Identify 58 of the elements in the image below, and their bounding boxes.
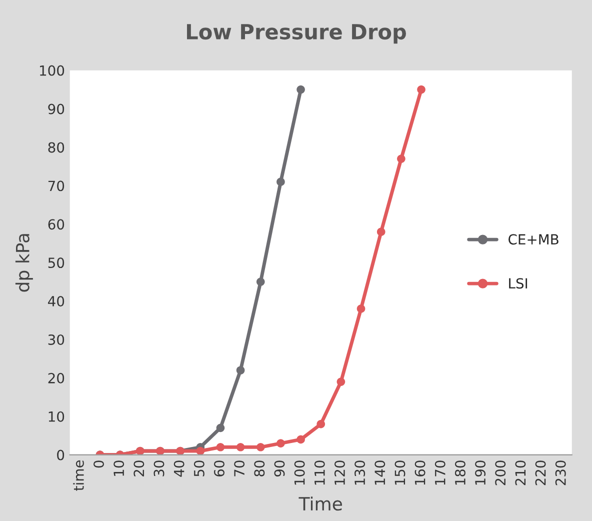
point <box>356 304 366 313</box>
x-tick-label: 50 <box>194 460 204 476</box>
point <box>276 439 285 448</box>
x-tick-label: 20 <box>134 460 144 476</box>
x-tick-label: 160 <box>414 460 426 485</box>
x-tick-label: 80 <box>254 460 265 476</box>
y-tick-label: 100 <box>40 65 64 76</box>
y-tick-label: 20 <box>48 372 64 384</box>
y-tick-label: 90 <box>48 104 64 114</box>
point <box>256 278 265 286</box>
point <box>236 366 245 374</box>
y-tick-label: 50 <box>48 258 64 268</box>
point <box>296 85 305 94</box>
x-tick-label: 220 <box>535 460 546 486</box>
y-axis-title: dp kPa <box>15 234 33 292</box>
x-tick-label: 200 <box>495 460 506 486</box>
x-tick-label: 110 <box>314 460 325 485</box>
point <box>276 178 285 186</box>
x-tick-label: 60 <box>214 460 224 476</box>
x-tick-label: 70 <box>234 460 245 476</box>
y-tick-label: 40 <box>48 296 64 307</box>
x-tick-label: time <box>73 460 84 491</box>
x-tick-label: 120 <box>334 460 345 485</box>
x-tick-label: 40 <box>174 460 184 477</box>
y-tick-label: 70 <box>48 180 64 192</box>
x-tick-label: 130 <box>354 460 366 485</box>
legend-label: CE+MB <box>508 234 558 245</box>
chart-title: Low Pressure Drop <box>186 24 406 44</box>
x-tick-label: 210 <box>515 460 526 486</box>
y-tick-label: 10 <box>48 411 64 422</box>
legend-label: LSI <box>509 278 528 289</box>
y-tick-label: 30 <box>48 334 64 345</box>
x-tick-label: 190 <box>475 460 486 485</box>
x-tick-label: 170 <box>434 460 446 485</box>
y-tick-label: 60 <box>48 219 64 230</box>
y-tick-label: 0 <box>57 450 64 460</box>
point <box>417 85 426 94</box>
x-tick-label: 100 <box>294 460 305 485</box>
point <box>316 420 326 428</box>
point <box>336 378 346 386</box>
y-tick-label: 80 <box>48 142 64 153</box>
x-tick-label: 0 <box>94 460 104 468</box>
x-tick-label: 10 <box>114 460 124 476</box>
x-tick-label: 150 <box>394 460 406 485</box>
point <box>376 228 386 236</box>
x-tick-label: 140 <box>374 460 386 485</box>
point <box>296 435 305 444</box>
x-tick-label: 180 <box>454 460 466 485</box>
point <box>236 442 245 452</box>
x-tick-label: 30 <box>154 460 164 476</box>
x-axis-title: Time <box>298 496 342 511</box>
point <box>256 442 265 452</box>
point <box>216 442 225 452</box>
point <box>397 154 406 163</box>
x-tick-label: 230 <box>555 460 566 486</box>
point <box>196 446 205 455</box>
x-tick-label: 90 <box>274 460 285 476</box>
point <box>216 424 225 432</box>
